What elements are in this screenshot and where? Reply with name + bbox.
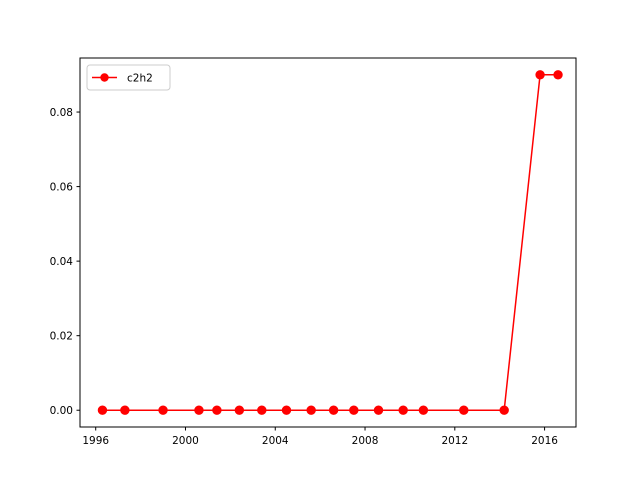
data-point — [281, 405, 292, 415]
data-point — [212, 405, 222, 415]
x-tick-label: 2004 — [262, 435, 289, 447]
x-tick-label: 2012 — [441, 435, 468, 447]
y-tick-label: 0.06 — [50, 181, 74, 193]
data-point — [535, 70, 545, 80]
data-point — [459, 405, 469, 415]
data-point — [194, 405, 204, 415]
x-tick-label: 2000 — [172, 435, 199, 447]
plot-area — [97, 70, 563, 415]
y-axis-ticks: 0.00 0.02 0.04 0.06 0.08 — [50, 107, 80, 417]
data-point — [158, 405, 168, 415]
data-point — [328, 405, 339, 415]
data-point — [349, 405, 359, 415]
x-tick-label: 1996 — [82, 435, 109, 447]
x-tick-label: 2008 — [352, 435, 379, 447]
data-point — [306, 405, 316, 415]
y-tick-label: 0.04 — [50, 256, 74, 268]
data-point — [418, 405, 429, 415]
x-tick-label: 2016 — [531, 435, 558, 447]
data-point — [120, 405, 130, 415]
data-point — [97, 405, 108, 415]
y-tick-label: 0.02 — [50, 330, 73, 342]
series-line — [102, 74, 559, 411]
y-tick-label: 0.00 — [50, 405, 73, 417]
data-point — [234, 405, 245, 415]
data-point — [553, 70, 563, 80]
data-point — [373, 405, 384, 415]
axes-frame — [79, 57, 577, 428]
legend-box — [86, 64, 171, 91]
y-tick-label: 0.08 — [50, 107, 73, 119]
x-axis-ticks: 1996 2000 2004 2008 2012 2016 — [82, 427, 558, 447]
legend-label: c2h2 — [127, 73, 153, 85]
data-point — [257, 405, 267, 415]
legend: c2h2 — [86, 64, 171, 91]
data-point — [398, 405, 408, 415]
legend-marker — [100, 73, 109, 82]
data-point — [499, 405, 509, 415]
